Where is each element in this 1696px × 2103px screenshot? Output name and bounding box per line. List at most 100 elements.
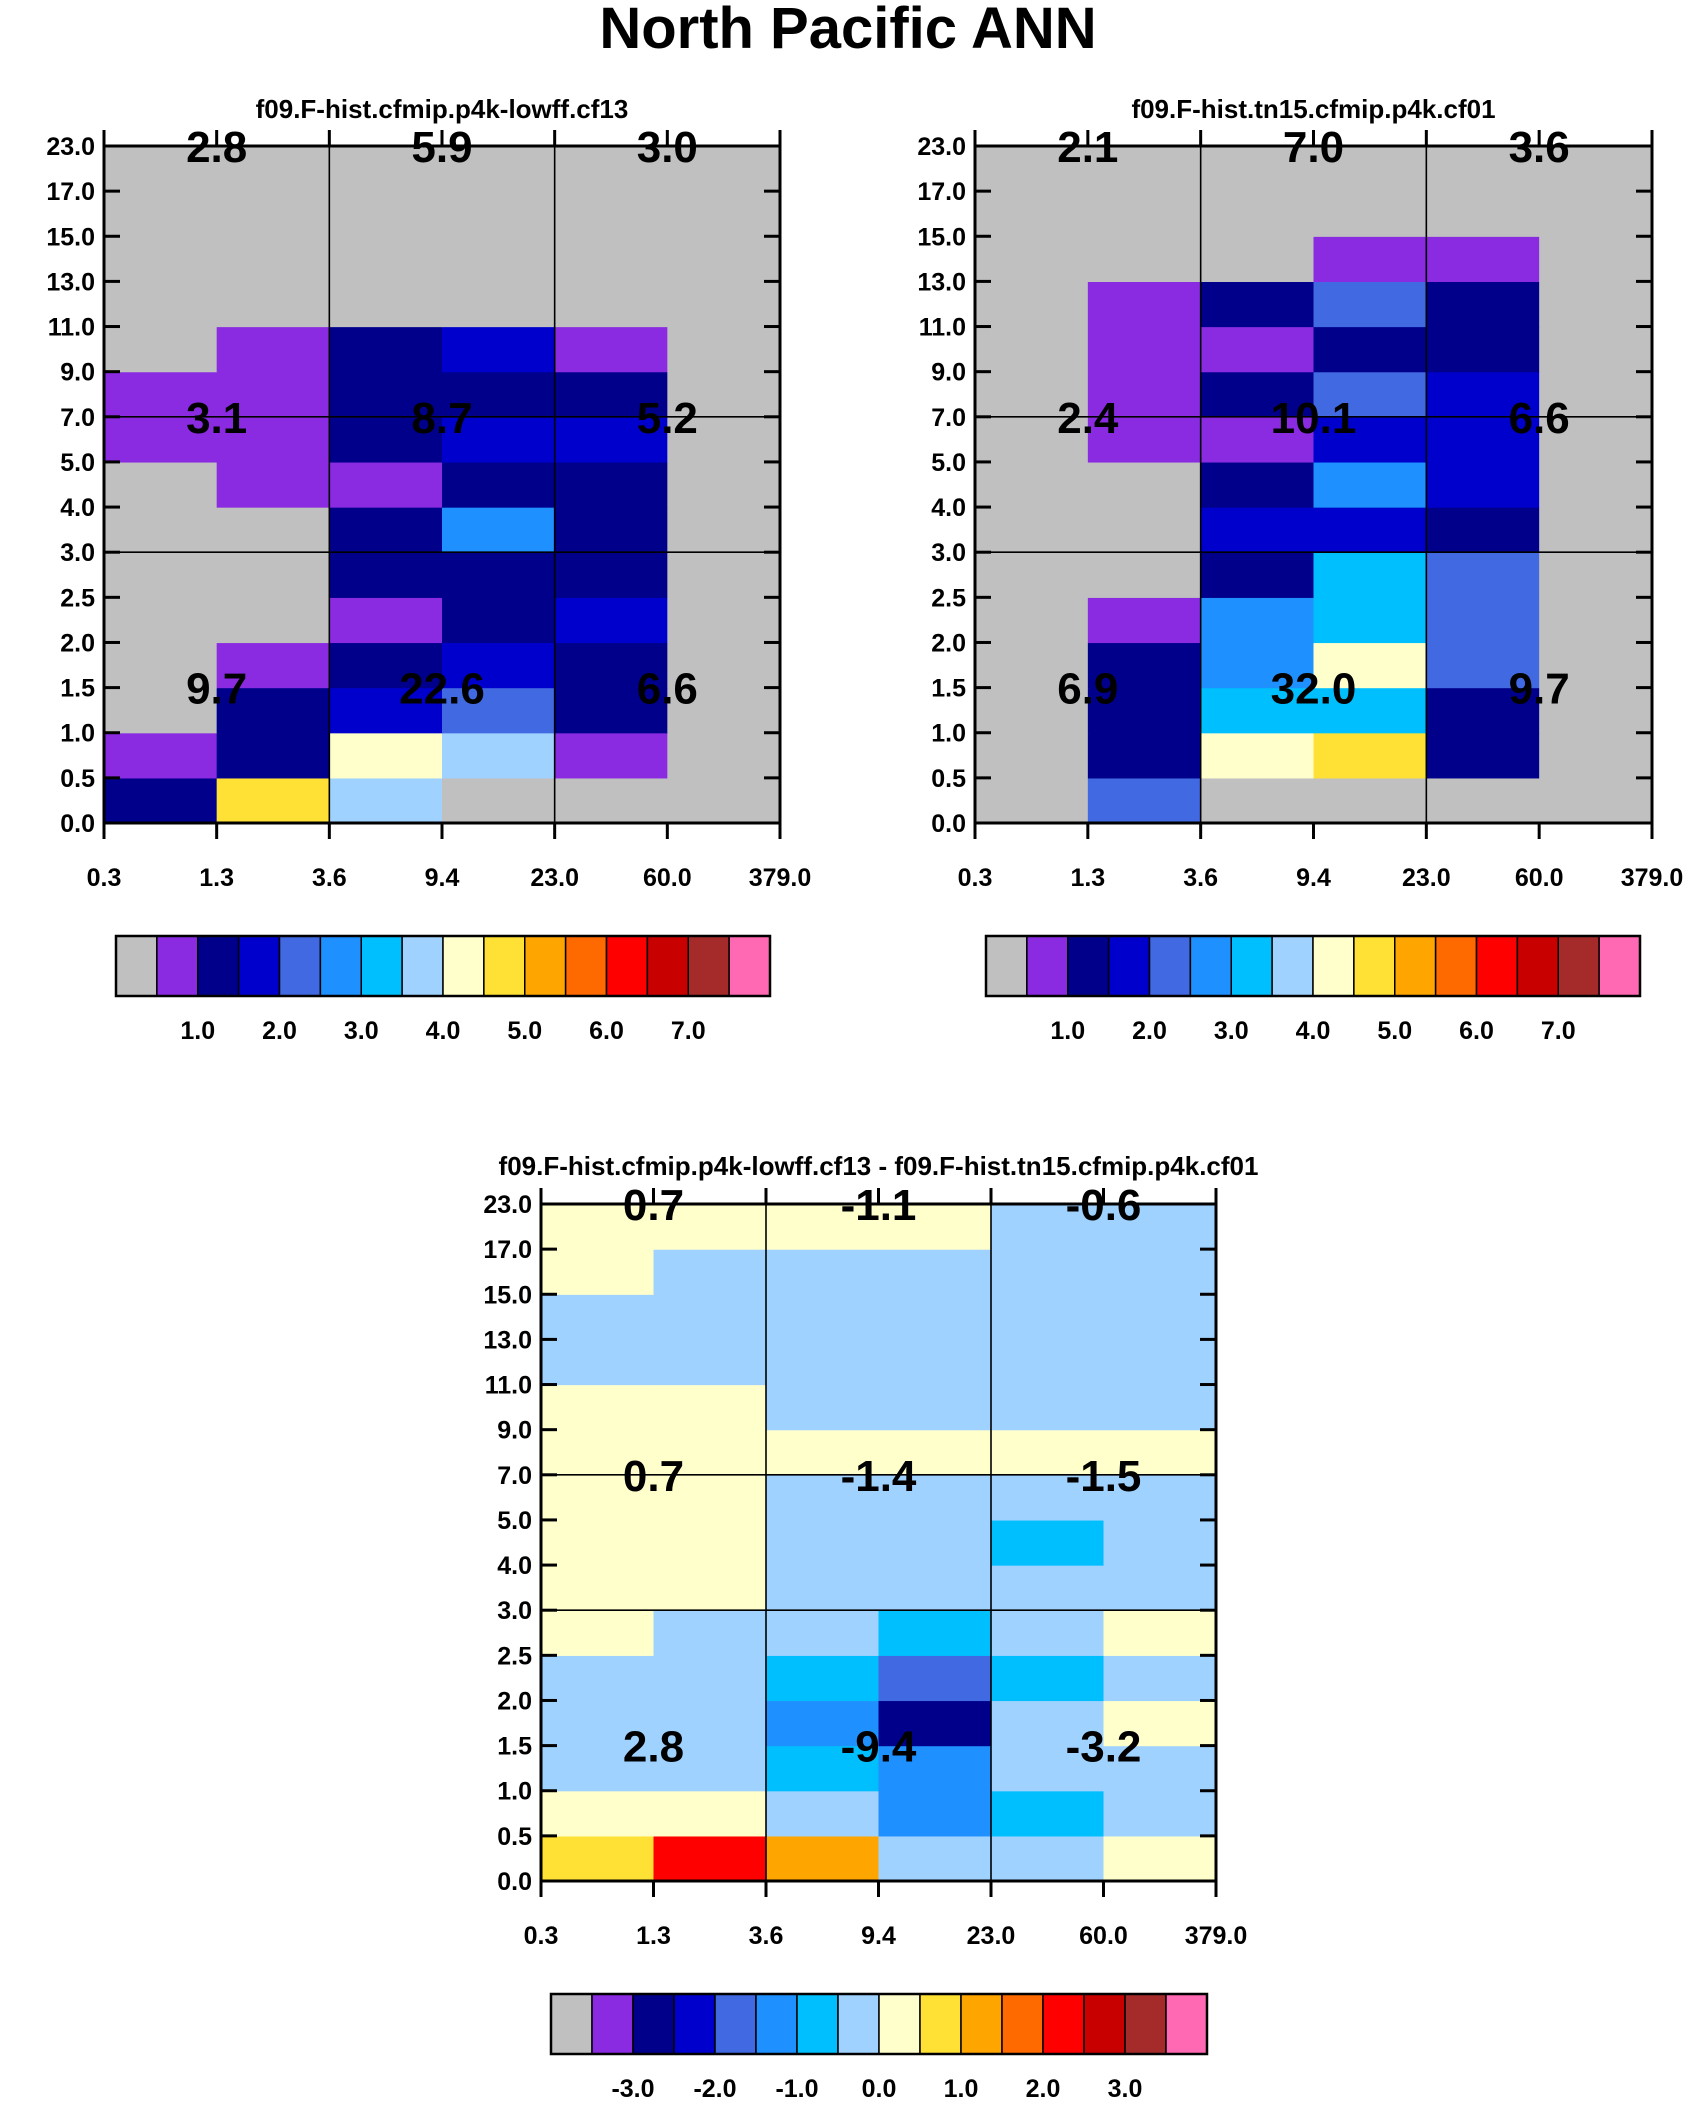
heatmap-cell (216, 146, 330, 192)
heatmap-cell (554, 281, 668, 328)
heatmap-cell (653, 1835, 767, 1882)
heatmap-cell (216, 461, 330, 508)
legend-swatch (1312, 935, 1355, 997)
heatmap-cell (1200, 777, 1315, 824)
heatmap-cell (554, 777, 668, 824)
legend-tick-label: 3.0 (1108, 2075, 1143, 2103)
heatmap-cell (554, 597, 668, 644)
y-tick-label: 2.0 (60, 629, 95, 657)
heatmap-cell (1200, 552, 1315, 598)
heatmap-cell (975, 236, 1089, 282)
heatmap-cell (1087, 191, 1202, 237)
heatmap-cell (1087, 777, 1202, 824)
y-tick-label: 11.0 (485, 1372, 532, 1400)
legend-tick-label: 6.0 (589, 1017, 624, 1045)
heatmap-cell (991, 1655, 1105, 1702)
heatmap-cell (554, 146, 668, 192)
heatmap-cell (1103, 1204, 1217, 1250)
y-tick-label: 15.0 (483, 1281, 532, 1309)
heatmap-cell (216, 371, 330, 418)
heatmap-cell (104, 642, 218, 689)
heatmap-cell (991, 1610, 1105, 1656)
heatmap-cell (104, 687, 218, 734)
heatmap-cell (104, 461, 218, 508)
region-value-label: 3.6 (1509, 123, 1570, 172)
heatmap-cell (766, 1700, 880, 1747)
legend-swatch (1107, 935, 1151, 997)
heatmap-cell (991, 1745, 1105, 1792)
heatmap-cell (653, 1700, 767, 1747)
heatmap-cell (541, 1835, 655, 1882)
heatmap-cell (667, 371, 781, 418)
heatmap-cell (104, 777, 218, 824)
heatmap-cell (216, 416, 330, 463)
legend-swatch (960, 1993, 1003, 2055)
region-value-label: 32.0 (1271, 665, 1357, 714)
heatmap-cell (1087, 642, 1202, 689)
panel-cf01: f09.F-hist.tn15.cfmip.p4k.cf010.00.51.01… (917, 94, 1683, 1045)
heatmap-cell (1426, 642, 1540, 689)
y-tick-label: 0.5 (60, 765, 95, 793)
y-tick-label: 13.0 (917, 268, 966, 296)
heatmap-cell (667, 687, 781, 734)
legend-swatch (1001, 1993, 1044, 2055)
heatmap-cell (1087, 597, 1202, 644)
y-tick-label: 9.0 (931, 359, 966, 387)
heatmap-cell (667, 732, 781, 779)
heatmap-cell (667, 281, 781, 328)
x-tick-label: 0.3 (958, 864, 993, 892)
y-tick-label: 15.0 (917, 223, 966, 251)
y-tick-label: 2.0 (931, 629, 966, 657)
heatmap-cell (1200, 642, 1315, 689)
y-tick-label: 7.0 (931, 404, 966, 432)
heatmap-cell (442, 777, 556, 824)
heatmap-cell (766, 1790, 880, 1837)
legend-swatch (1353, 935, 1396, 997)
heatmap-cell (1539, 507, 1653, 553)
region-value-label: 8.7 (411, 394, 472, 443)
legend-swatch (442, 935, 485, 997)
heatmap-cell (975, 687, 1089, 734)
region-value-label: 5.2 (637, 394, 698, 443)
heatmap-cell (975, 461, 1089, 508)
region-value-label: 5.9 (411, 123, 472, 172)
heatmap-cell (541, 1384, 655, 1431)
legend-tick-label: -2.0 (693, 2075, 736, 2103)
heatmap-cell (1200, 732, 1315, 779)
heatmap-cell (975, 281, 1089, 328)
heatmap-cell (1539, 236, 1653, 282)
y-tick-label: 9.0 (60, 359, 95, 387)
heatmap-cell (104, 236, 218, 282)
heatmap-cell (329, 552, 443, 598)
heatmap-cell (975, 777, 1089, 824)
heatmap-cell (991, 1474, 1105, 1521)
panel-difference: f09.F-hist.cfmip.p4k-lowff.cf13 - f09.F-… (483, 1151, 1258, 2103)
legend-tick-label: 5.0 (1377, 1017, 1412, 1045)
heatmap-cell (1539, 461, 1653, 508)
legend-tick-label: 6.0 (1459, 1017, 1494, 1045)
heatmap-cell (1313, 281, 1427, 328)
heatmap-cell (1539, 326, 1653, 373)
heatmap-cell (1426, 416, 1540, 463)
legend-tick-label: -3.0 (611, 2075, 654, 2103)
x-tick-label: 379.0 (1621, 864, 1684, 892)
heatmap-cell (1103, 1835, 1217, 1882)
heatmap-cell (104, 191, 218, 237)
region-value-label: 2.8 (623, 1723, 684, 1772)
heatmap-cell (104, 507, 218, 553)
heatmap-cell (442, 416, 556, 463)
heatmap-cell (554, 552, 668, 598)
heatmap-cell (878, 1745, 992, 1792)
heatmap-cell (554, 461, 668, 508)
heatmap-cell (1103, 1790, 1217, 1837)
heatmap-cell (554, 687, 668, 734)
heatmap-cell (541, 1700, 655, 1747)
heatmap-cell (104, 597, 218, 644)
heatmap-cell (766, 1429, 880, 1476)
legend-tick-label: 1.0 (1050, 1017, 1085, 1045)
x-tick-label: 9.4 (425, 864, 460, 892)
heatmap-cell (329, 236, 443, 282)
region-value-label: 2.8 (186, 123, 247, 172)
heatmap-cell (1539, 642, 1653, 689)
heatmap-cell (216, 687, 330, 734)
